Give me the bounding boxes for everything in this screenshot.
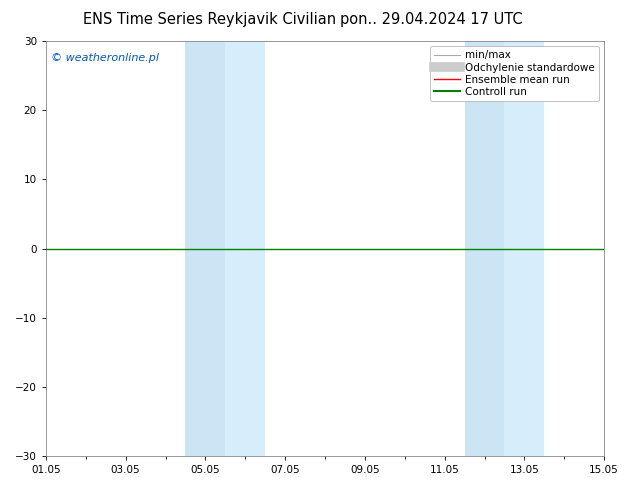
Bar bbox=[465, 41, 505, 456]
Bar bbox=[225, 41, 265, 456]
Text: pon.. 29.04.2024 17 UTC: pon.. 29.04.2024 17 UTC bbox=[340, 12, 522, 27]
Text: ENS Time Series Reykjavik Civilian: ENS Time Series Reykjavik Civilian bbox=[82, 12, 336, 27]
Bar bbox=[186, 41, 225, 456]
Text: © weatheronline.pl: © weatheronline.pl bbox=[51, 53, 160, 64]
Legend: min/max, Odchylenie standardowe, Ensemble mean run, Controll run: min/max, Odchylenie standardowe, Ensembl… bbox=[430, 46, 599, 101]
Bar bbox=[505, 41, 545, 456]
